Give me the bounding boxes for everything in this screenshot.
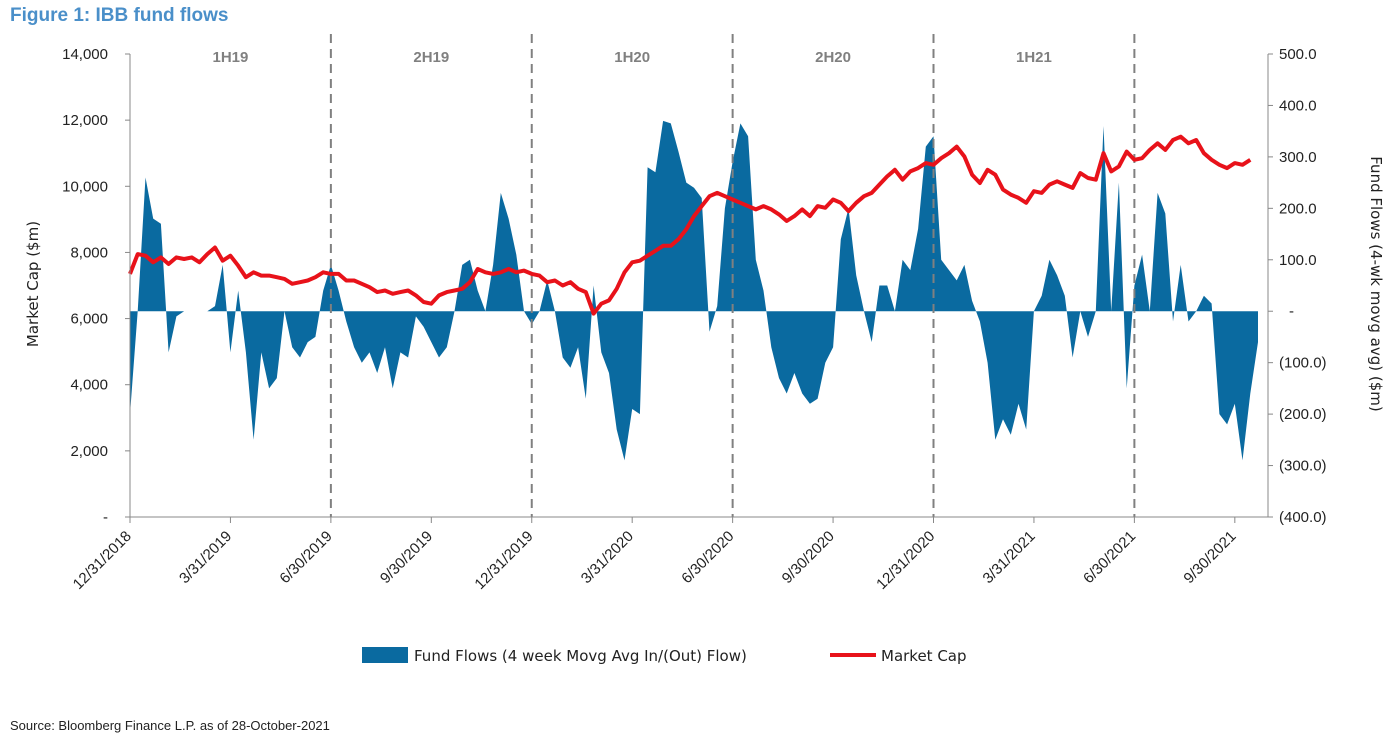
x-tick-label: 3/31/2021 [980, 528, 1039, 587]
legend: Fund Flows (4 week Movg Avg In/(Out) Flo… [362, 647, 967, 665]
x-tick-label: 9/30/2019 [377, 528, 436, 587]
x-tick-label: 12/31/2019 [471, 528, 536, 593]
x-tick-label: 12/31/2020 [873, 528, 938, 593]
period-dividers [329, 34, 1136, 517]
x-tick-label: 9/30/2021 [1180, 528, 1239, 587]
fund-flows-series [130, 120, 1258, 461]
x-tick-label: 6/30/2020 [678, 528, 737, 587]
period-label-1h20: 1H20 [614, 49, 650, 66]
y-tick-labels: - 2,000 4,000 6,000 8,000 10,000 12,000 14,000 (… [62, 46, 1326, 526]
period-label-1h21: 1H21 [1016, 49, 1052, 66]
x-tick-label: 6/30/2021 [1080, 528, 1139, 587]
left-tick-label: 8,000 [70, 244, 108, 261]
x-tick-labels: 12/31/2018 3/31/2019 6/30/2019 9/30/2019 12/… [70, 528, 1240, 593]
right-tick-label: (300.0) [1279, 458, 1327, 475]
right-tick-label: (100.0) [1279, 355, 1327, 372]
x-tick-label: 3/31/2020 [578, 528, 637, 587]
right-tick-label: 300.0 [1279, 149, 1317, 166]
market-cap-line [128, 134, 1252, 316]
right-tick-label: (400.0) [1279, 509, 1327, 526]
fund-flows-chart: 1H19 2H19 1H20 2H20 1H21 12/31/2018 3/31/2019… [24, 34, 1385, 665]
legend-flows-swatch [362, 647, 408, 663]
legend-mcap-label: Market Cap [881, 647, 967, 665]
source-note: Source: Bloomberg Finance L.P. as of 28-… [10, 718, 330, 733]
axes [125, 53, 1273, 523]
x-tick-label: 12/31/2018 [70, 528, 135, 593]
right-tick-label: 200.0 [1279, 200, 1317, 217]
figure-title: Figure 1: IBB fund flows [10, 5, 229, 26]
left-tick-label: 14,000 [62, 46, 108, 63]
market-cap-series [128, 134, 1252, 316]
x-tick-label: 3/31/2019 [176, 528, 235, 587]
right-tick-label: 100.0 [1279, 252, 1317, 269]
left-tick-label: 4,000 [70, 377, 108, 394]
left-tick-label: 10,000 [62, 178, 108, 195]
fund-flows-area [130, 120, 1258, 461]
right-tick-label: 500.0 [1279, 46, 1317, 63]
period-labels: 1H19 2H19 1H20 2H20 1H21 [213, 49, 1052, 66]
right-tick-label: - [1289, 303, 1294, 320]
right-tick-label: (200.0) [1279, 406, 1327, 423]
period-label-1h19: 1H19 [213, 49, 249, 66]
legend-flows-label: Fund Flows (4 week Movg Avg In/(Out) Flo… [414, 647, 747, 665]
left-tick-label: 12,000 [62, 112, 108, 129]
left-tick-label: - [103, 509, 108, 526]
left-tick-label: 6,000 [70, 311, 108, 328]
period-label-2h19: 2H19 [413, 49, 449, 66]
left-tick-label: 2,000 [70, 443, 108, 460]
x-tick-label: 6/30/2019 [276, 528, 335, 587]
period-label-2h20: 2H20 [815, 49, 851, 66]
x-tick-label: 9/30/2020 [779, 528, 838, 587]
right-axis-title: Fund Flows (4-wk movg avg) ($m) [1367, 156, 1385, 412]
right-tick-label: 400.0 [1279, 97, 1317, 114]
left-axis-title: Market Cap ($m) [24, 221, 42, 347]
